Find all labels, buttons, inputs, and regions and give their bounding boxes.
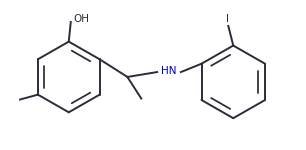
Text: OH: OH — [74, 14, 90, 24]
Text: HN: HN — [161, 66, 177, 76]
Text: I: I — [226, 14, 229, 24]
